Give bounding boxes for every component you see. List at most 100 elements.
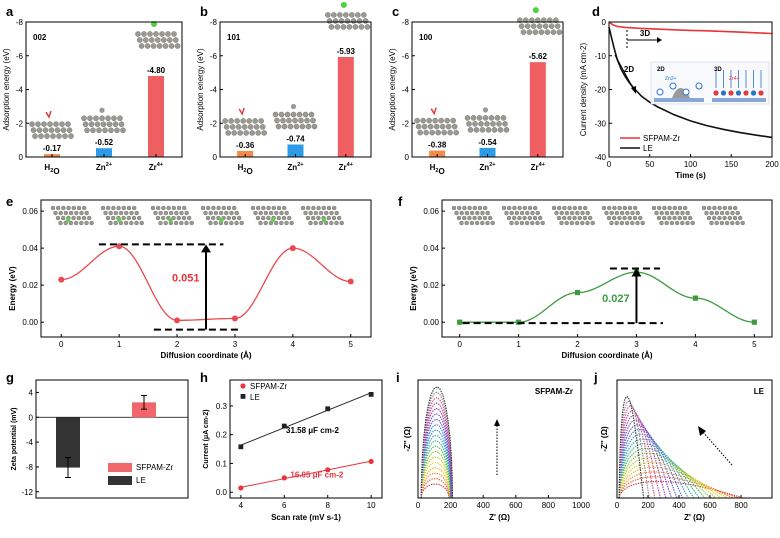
atom [56,133,62,139]
atom [216,205,221,211]
atom [656,215,662,221]
atom [272,111,279,118]
nyquist-curve [618,419,673,499]
atom [129,210,134,216]
atom [478,121,484,127]
atom [504,210,509,216]
atom [158,220,163,226]
axis-frame [608,21,773,158]
nyquist-curve [618,395,645,499]
atom [47,121,53,127]
atom [667,205,672,211]
nyquist-curve [618,457,717,499]
zn-ion [682,88,690,96]
atom [126,215,132,221]
atom [62,133,68,139]
adsorbate-atom [532,7,539,14]
x-tick-label: 3 [233,340,238,349]
x-tick-label: 200 [765,160,779,169]
atom [150,43,157,49]
atom [464,220,469,226]
atom [243,130,249,136]
axis-frame [40,199,372,338]
atom [237,130,243,136]
y-axis-label: Zeta potential (mV) [11,407,18,470]
atom [709,220,714,226]
nyquist-curve [618,428,684,499]
atom [308,111,315,118]
y-tick-label: -40 [594,153,606,162]
atom [329,210,334,216]
atom [105,205,111,211]
panel-label: LE [754,387,765,396]
atom-lattice [135,31,181,49]
panel-letter: b [200,4,208,19]
atom [166,205,171,211]
atom [181,205,187,211]
atom [120,127,126,134]
atom [350,18,357,24]
atom [727,205,733,211]
atom [462,205,467,211]
atom [559,220,564,226]
atom [572,215,577,221]
atom [134,210,139,216]
fit-label: 16.05 μF cm-2 [290,470,343,479]
atom [529,17,535,23]
x-tick-label: 800 [734,501,748,510]
atom [556,29,563,35]
atom [158,210,163,216]
y-tick-label: 0 [19,153,24,162]
atom [343,12,349,18]
atom [155,215,161,221]
zr-ion [750,90,757,96]
atom [435,129,441,136]
atom [63,220,68,226]
atom [674,220,680,226]
y-tick-label: -8 [402,18,410,27]
atom [253,210,258,216]
atom [439,123,446,130]
atom [417,129,423,136]
atom [60,127,67,133]
atom [730,220,735,226]
electrode [654,98,704,102]
y-tick-label: 0.00 [423,318,439,327]
atom [564,210,570,216]
atom [607,205,612,211]
atom [106,121,113,128]
atom [308,220,313,226]
atom [509,220,514,226]
atom [129,220,134,226]
atom [704,210,709,216]
atom [76,205,82,211]
atom [121,215,126,221]
atom [153,31,159,37]
atom [456,215,462,221]
atom [306,205,311,211]
atom [582,215,588,221]
x-tick-label: 6 [282,501,287,510]
bar [479,147,496,157]
x-category-label: Zn2+ [479,162,496,172]
atom [497,127,504,133]
atom [134,220,139,226]
atom [274,210,279,216]
panel-b: b 0 -2 -4 -6 -8 Adsorption energy (eV) 101 -0.36… [196,1,371,176]
atom [361,12,367,18]
label-part: O [439,167,445,176]
atom [234,210,239,216]
atom [717,205,722,211]
atom [415,123,422,130]
atom [459,220,464,226]
atom [176,215,182,221]
atom [293,123,300,130]
x-tick-label: 1 [117,340,122,349]
atom [685,220,690,226]
atom [274,117,280,124]
atom [229,124,236,130]
y-axis-label: -Z'' (Ω) [403,426,412,452]
x-category-label: H2O [44,163,59,176]
atom [324,210,329,216]
atom [147,31,153,37]
